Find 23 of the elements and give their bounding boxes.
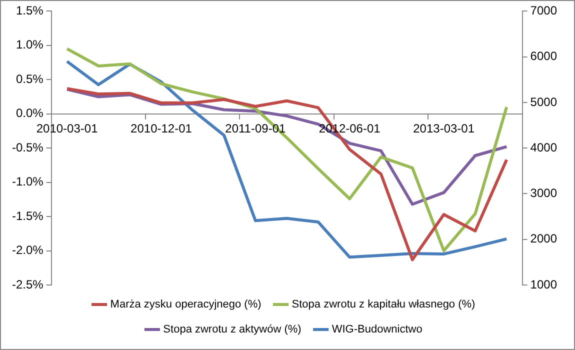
legend-label: WIG-Budownictwo [332,324,422,336]
y-tick-label: -1.0% [12,174,44,189]
y2-tick-label: 7000 [530,4,558,18]
legend-label: Stopa zwrotu z kapitału własnego (%) [292,298,476,311]
y-tick-label: 0.5% [16,72,44,86]
legend-label: Marża zysku operacyjnego (%) [110,298,262,311]
x-tick-label: 2010-12-01 [130,121,192,136]
y-tick-label: -2.0% [12,243,44,258]
y2-tick-label: 6000 [530,49,558,64]
x-tick-label: 2010-03-01 [36,121,98,136]
y2-tick-label: 2000 [530,232,558,246]
y-tick-label: 0.0% [16,106,44,120]
y2-tick-label: 5000 [530,94,558,109]
x-tick-label: 2013-03-01 [413,121,475,136]
y-tick-label: -0.5% [12,140,44,154]
y-tick-label: -2.5% [12,277,44,292]
y-tick-label: 1.5% [16,4,44,18]
y-tick-label: 1.0% [16,38,44,52]
y-tick-label: -1.5% [12,208,44,223]
y2-tick-label: 1000 [530,277,558,292]
legend-label: Stopa zwrotu z aktywów (%) [163,324,302,336]
y2-tick-label: 4000 [530,140,558,154]
y2-tick-label: 3000 [530,186,558,200]
